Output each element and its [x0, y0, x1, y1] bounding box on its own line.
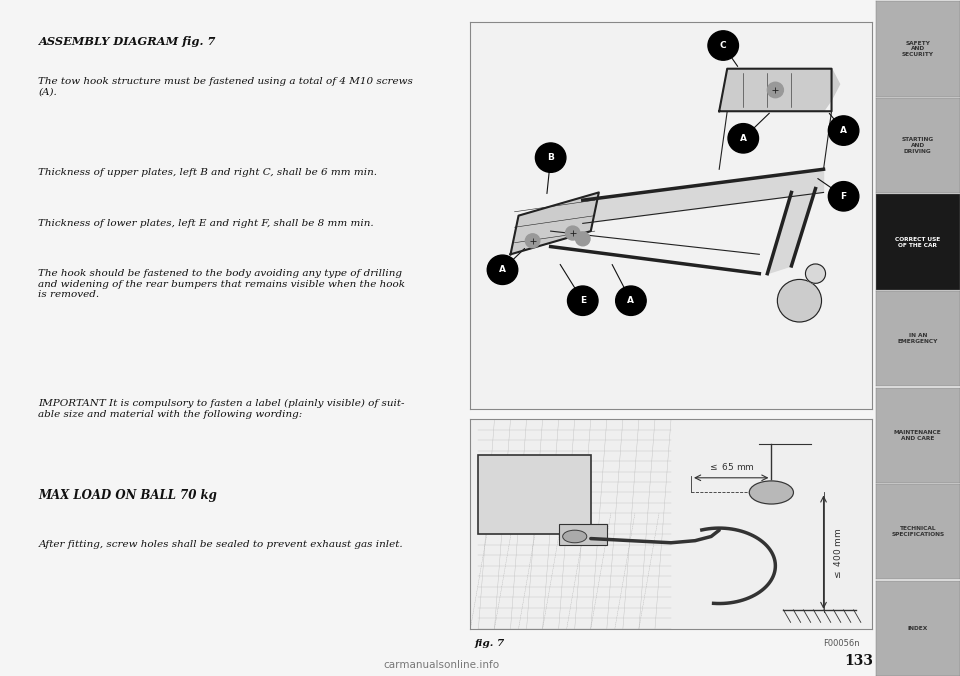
Circle shape — [567, 286, 598, 316]
Circle shape — [576, 232, 590, 246]
Text: A: A — [499, 265, 506, 274]
Circle shape — [805, 264, 826, 283]
Polygon shape — [719, 69, 840, 112]
Text: B: B — [547, 153, 554, 162]
Text: Thickness of lower plates, left E and right F, shall be 8 mm min.: Thickness of lower plates, left E and ri… — [38, 218, 374, 228]
Polygon shape — [767, 189, 815, 274]
Circle shape — [525, 234, 540, 247]
Circle shape — [536, 143, 565, 172]
Text: MAINTENANCE
AND CARE: MAINTENANCE AND CARE — [894, 430, 942, 441]
Text: A: A — [840, 126, 847, 135]
Bar — [559, 524, 607, 545]
Text: $\leq$ 65 mm: $\leq$ 65 mm — [708, 460, 755, 472]
Polygon shape — [511, 193, 599, 254]
Text: A: A — [740, 134, 747, 143]
Circle shape — [488, 255, 517, 285]
Text: After fitting, screw holes shall be sealed to prevent exhaust gas inlet.: After fitting, screw holes shall be seal… — [38, 540, 403, 549]
Text: The hook should be fastened to the body avoiding any type of drilling
and wideni: The hook should be fastened to the body … — [38, 269, 405, 299]
Circle shape — [828, 116, 859, 145]
Text: SAFETY
AND
SECURITY: SAFETY AND SECURITY — [901, 41, 934, 57]
Circle shape — [565, 226, 580, 240]
Polygon shape — [719, 69, 831, 112]
Text: The tow hook structure must be fastened using a total of 4 M10 screws
(A).: The tow hook structure must be fastened … — [38, 78, 413, 97]
Text: 133: 133 — [845, 654, 874, 668]
Text: F00056n: F00056n — [823, 639, 859, 648]
Text: ASSEMBLY DIAGRAM fig. 7: ASSEMBLY DIAGRAM fig. 7 — [38, 36, 216, 47]
Polygon shape — [583, 169, 824, 223]
Circle shape — [778, 279, 822, 322]
Circle shape — [828, 182, 859, 211]
Circle shape — [750, 481, 793, 504]
Circle shape — [615, 286, 646, 316]
Circle shape — [708, 31, 738, 60]
Text: MAX LOAD ON BALL 70 kg: MAX LOAD ON BALL 70 kg — [38, 489, 217, 502]
Text: IMPORTANT It is compulsory to fasten a label (plainly visible) of suit-
able siz: IMPORTANT It is compulsory to fasten a l… — [38, 399, 405, 418]
Text: F: F — [841, 192, 847, 201]
Text: fig. 7: fig. 7 — [474, 639, 505, 648]
Circle shape — [563, 530, 587, 543]
Text: STARTING
AND
DRIVING: STARTING AND DRIVING — [901, 137, 934, 154]
Circle shape — [767, 82, 783, 98]
Text: C: C — [720, 41, 727, 50]
Text: carmanualsonline.info: carmanualsonline.info — [384, 660, 499, 670]
Text: INDEX: INDEX — [907, 626, 928, 631]
Text: TECHNICAL
SPECIFICATIONS: TECHNICAL SPECIFICATIONS — [891, 527, 945, 537]
Text: E: E — [580, 296, 586, 305]
Text: Thickness of upper plates, left B and right C, shall be 6 mm min.: Thickness of upper plates, left B and ri… — [38, 168, 377, 176]
Circle shape — [728, 124, 758, 153]
Text: A: A — [628, 296, 635, 305]
Text: IN AN
EMERGENCY: IN AN EMERGENCY — [898, 333, 938, 344]
Bar — [478, 455, 590, 534]
Text: $\leq$ 400 mm: $\leq$ 400 mm — [831, 527, 843, 579]
Text: CORRECT USE
OF THE CAR: CORRECT USE OF THE CAR — [895, 237, 941, 247]
